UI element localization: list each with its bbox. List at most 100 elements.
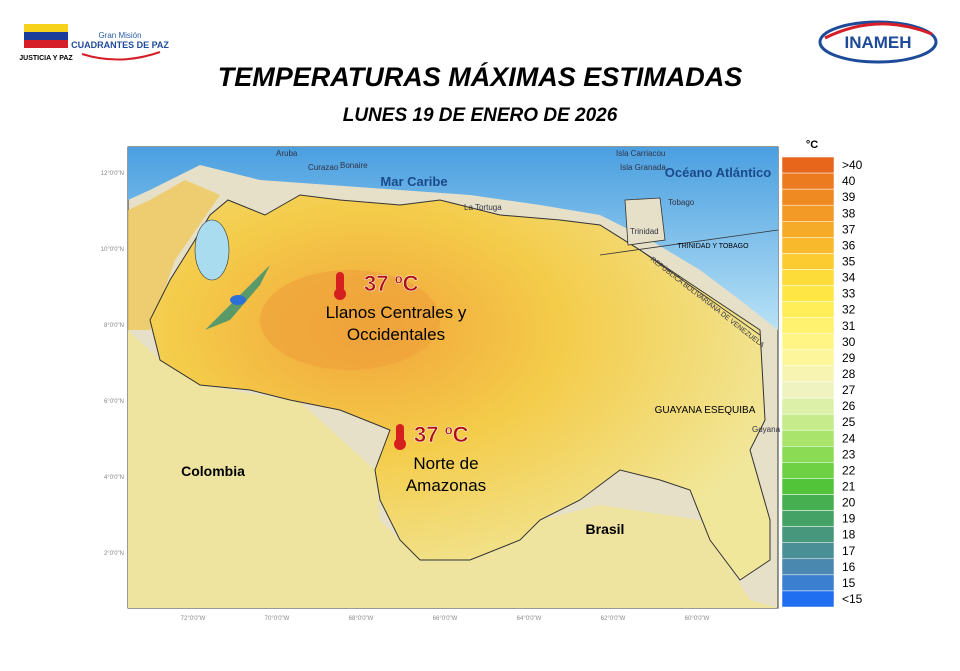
legend-swatch bbox=[781, 478, 835, 495]
legend-label: 23 bbox=[842, 447, 856, 461]
legend-swatch bbox=[781, 526, 835, 543]
lat-label: 2°0'0"N bbox=[104, 551, 124, 557]
lon-label: 62°0'0"W bbox=[601, 616, 626, 622]
lon-label: 66°0'0"W bbox=[433, 616, 458, 622]
logo-left: JUSTICIA Y PAZ bbox=[19, 24, 73, 62]
legend-swatch bbox=[781, 494, 835, 511]
legend-swatch bbox=[781, 333, 835, 351]
place: TRINIDAD Y TOBAGO bbox=[677, 243, 749, 250]
legend-label: 31 bbox=[842, 319, 856, 333]
legend-swatch bbox=[781, 558, 835, 576]
legend-swatch bbox=[781, 574, 835, 592]
legend-label: 24 bbox=[842, 431, 856, 445]
lat-label: 8°0'0"N bbox=[104, 323, 124, 329]
legend-label: 18 bbox=[842, 528, 856, 542]
legend-label: >40 bbox=[842, 158, 863, 172]
legend-label: 26 bbox=[842, 399, 856, 413]
place: Aruba bbox=[276, 149, 298, 158]
callout-temp: 37 ºC bbox=[414, 422, 469, 447]
callout-temp: 37 ºC bbox=[364, 271, 419, 296]
lon-label: 68°0'0"W bbox=[349, 616, 374, 622]
legend-label: 19 bbox=[842, 512, 856, 526]
legend-label: 28 bbox=[842, 367, 856, 381]
legend-swatch bbox=[781, 156, 835, 174]
legend-swatch bbox=[781, 349, 835, 367]
logo-right: INAMEH bbox=[818, 20, 938, 64]
logo-text: CUADRANTES DE PAZ bbox=[71, 40, 169, 50]
legend-swatch bbox=[781, 446, 835, 463]
place: Isla Granada bbox=[620, 163, 666, 172]
legend-swatch bbox=[781, 381, 835, 399]
title: TEMPERATURAS MÁXIMAS ESTIMADAS bbox=[218, 61, 743, 92]
place: Isla Carriacou bbox=[616, 149, 665, 158]
place: Océano Atlántico bbox=[665, 165, 771, 180]
legend-swatch bbox=[781, 301, 835, 318]
legend-label: 34 bbox=[842, 271, 856, 285]
legend-swatch bbox=[781, 429, 835, 447]
place: Colombia bbox=[181, 463, 245, 479]
place: Trinidad bbox=[630, 227, 659, 236]
subtitle: LUNES 19 DE ENERO DE 2026 bbox=[343, 105, 618, 126]
legend-label: <15 bbox=[842, 592, 863, 606]
legend-swatch bbox=[781, 462, 835, 479]
legend-label: 29 bbox=[842, 351, 856, 365]
place: Brasil bbox=[586, 521, 625, 537]
legend-label: 36 bbox=[842, 238, 856, 252]
legend-swatch bbox=[781, 317, 835, 335]
place: Bonaire bbox=[340, 161, 368, 170]
legend-label: 33 bbox=[842, 287, 856, 301]
legend-swatch bbox=[781, 269, 835, 286]
legend-swatch bbox=[781, 397, 835, 415]
logo-text: JUSTICIA Y PAZ bbox=[19, 55, 73, 62]
lat-labels: 12°0'0"N 10°0'0"N 8°0'0"N 6°0'0"N 4°0'0"N 2°0… bbox=[101, 171, 124, 557]
callout-region: Occidentales bbox=[347, 325, 445, 344]
place: GUAYANA ESEQUIBA bbox=[655, 405, 756, 416]
legend-label: 21 bbox=[842, 479, 856, 493]
callout-region: Norte de bbox=[413, 454, 478, 473]
legend-swatch bbox=[781, 172, 835, 190]
callout-region: Llanos Centrales y bbox=[326, 303, 467, 322]
legend: >40 40 39 38 37 36 35 34 33 32 31 30 29 28 27 26 25 24 23 2… bbox=[781, 156, 863, 608]
legend-label: 20 bbox=[842, 496, 856, 510]
legend-swatch bbox=[781, 542, 835, 560]
logo-mid: Gran Misión CUADRANTES DE PAZ bbox=[71, 31, 169, 61]
legend-swatch bbox=[781, 204, 835, 222]
callout: 37 ºC Llanos Centrales y Occidentales bbox=[326, 271, 467, 344]
legend-label: 35 bbox=[842, 254, 856, 268]
lon-label: 60°0'0"W bbox=[685, 616, 710, 622]
legend-label: 37 bbox=[842, 222, 856, 236]
place: Tobago bbox=[668, 198, 695, 207]
lon-label: 64°0'0"W bbox=[517, 616, 542, 622]
legend-label: 25 bbox=[842, 415, 856, 429]
legend-label: 16 bbox=[842, 560, 856, 574]
legend-swatch bbox=[781, 365, 835, 383]
lat-label: 6°0'0"N bbox=[104, 399, 124, 405]
legend-swatch bbox=[781, 237, 835, 254]
legend-swatch bbox=[781, 221, 835, 238]
place: Guyana bbox=[752, 425, 781, 434]
legend-label: 30 bbox=[842, 335, 856, 349]
legend-swatch bbox=[781, 285, 835, 302]
legend-label: 38 bbox=[842, 206, 856, 220]
legend-swatch bbox=[781, 188, 835, 206]
legend-label: 32 bbox=[842, 303, 856, 317]
place: Curazao bbox=[308, 163, 339, 172]
lat-label: 4°0'0"N bbox=[104, 475, 124, 481]
lon-labels: 72°0'0"W 70°0'0"W 68°0'0"W 66°0'0"W 64°0'0"W… bbox=[181, 616, 710, 622]
callout-region: Amazonas bbox=[406, 476, 486, 495]
lat-label: 10°0'0"N bbox=[101, 247, 124, 253]
legend-label: 40 bbox=[842, 174, 856, 188]
lon-label: 70°0'0"W bbox=[265, 616, 290, 622]
logo-text: INAMEH bbox=[844, 33, 911, 52]
callout: 37 ºC Norte de Amazonas bbox=[394, 422, 486, 495]
legend-swatch bbox=[781, 590, 835, 608]
legend-swatch bbox=[781, 253, 835, 270]
legend-label: 22 bbox=[842, 463, 856, 477]
place: Mar Caribe bbox=[380, 174, 447, 189]
lat-label: 12°0'0"N bbox=[101, 171, 124, 177]
logo-text: Gran Misión bbox=[98, 31, 141, 40]
legend-unit: °C bbox=[806, 139, 818, 151]
legend-swatch bbox=[781, 413, 835, 431]
legend-swatch bbox=[781, 510, 835, 527]
